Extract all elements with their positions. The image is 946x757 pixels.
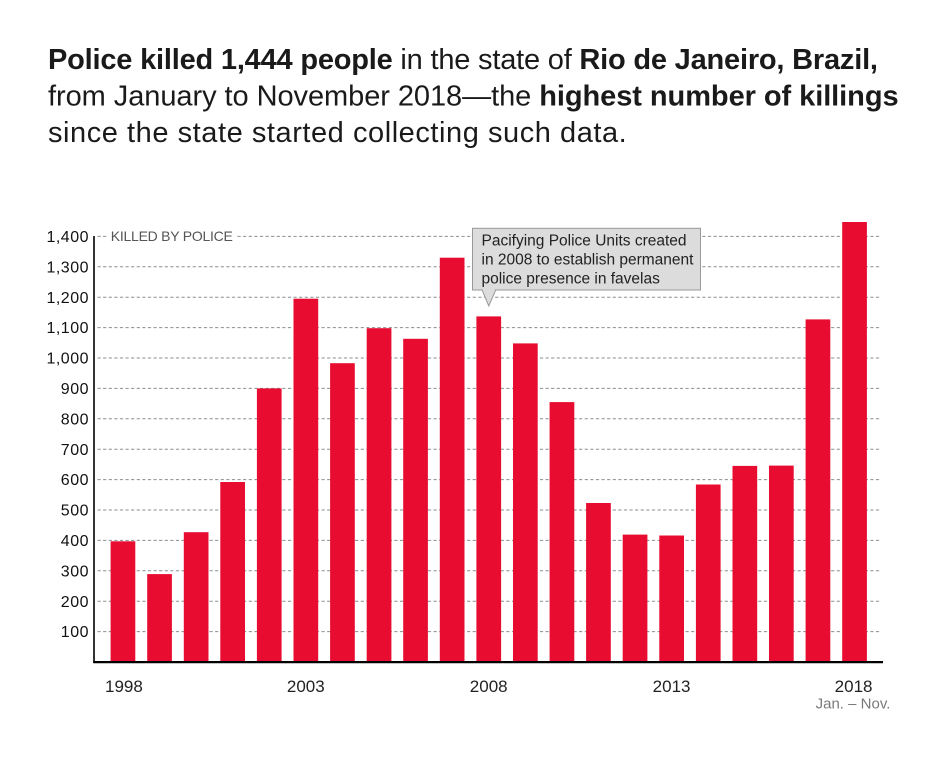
svg-text:400: 400 (61, 533, 89, 550)
svg-text:Pacifying Police Units created: Pacifying Police Units created (482, 233, 687, 250)
svg-text:KILLED BY POLICE: KILLED BY POLICE (111, 228, 233, 244)
svg-text:1,000: 1,000 (46, 351, 89, 368)
svg-text:1,400: 1,400 (46, 229, 89, 246)
svg-text:900: 900 (61, 381, 89, 398)
svg-text:2018: 2018 (835, 677, 873, 696)
svg-text:Police killed 1,444 people in: Police killed 1,444 people in the state … (48, 44, 878, 76)
svg-text:100: 100 (61, 624, 89, 641)
svg-text:2013: 2013 (653, 677, 691, 696)
svg-text:1,100: 1,100 (46, 320, 89, 337)
svg-text:1,300: 1,300 (46, 259, 89, 276)
svg-text:200: 200 (61, 594, 89, 611)
svg-text:since the state started collec: since the state started collecting such … (48, 117, 627, 149)
svg-text:300: 300 (61, 563, 89, 580)
svg-text:1,200: 1,200 (46, 290, 89, 307)
svg-text:700: 700 (61, 442, 89, 459)
svg-text:police presence in favelas: police presence in favelas (482, 271, 661, 288)
svg-text:500: 500 (61, 503, 89, 520)
svg-text:2008: 2008 (470, 677, 508, 696)
svg-text:in 2008 to establish permanent: in 2008 to establish permanent (482, 252, 695, 269)
svg-text:1998: 1998 (105, 677, 143, 696)
svg-text:2003: 2003 (287, 677, 325, 696)
svg-text:600: 600 (61, 472, 89, 489)
svg-text:800: 800 (61, 411, 89, 428)
svg-text:Jan. – Nov.: Jan. – Nov. (816, 696, 891, 713)
svg-text:from January to November 2018—: from January to November 2018—the highes… (48, 81, 899, 113)
